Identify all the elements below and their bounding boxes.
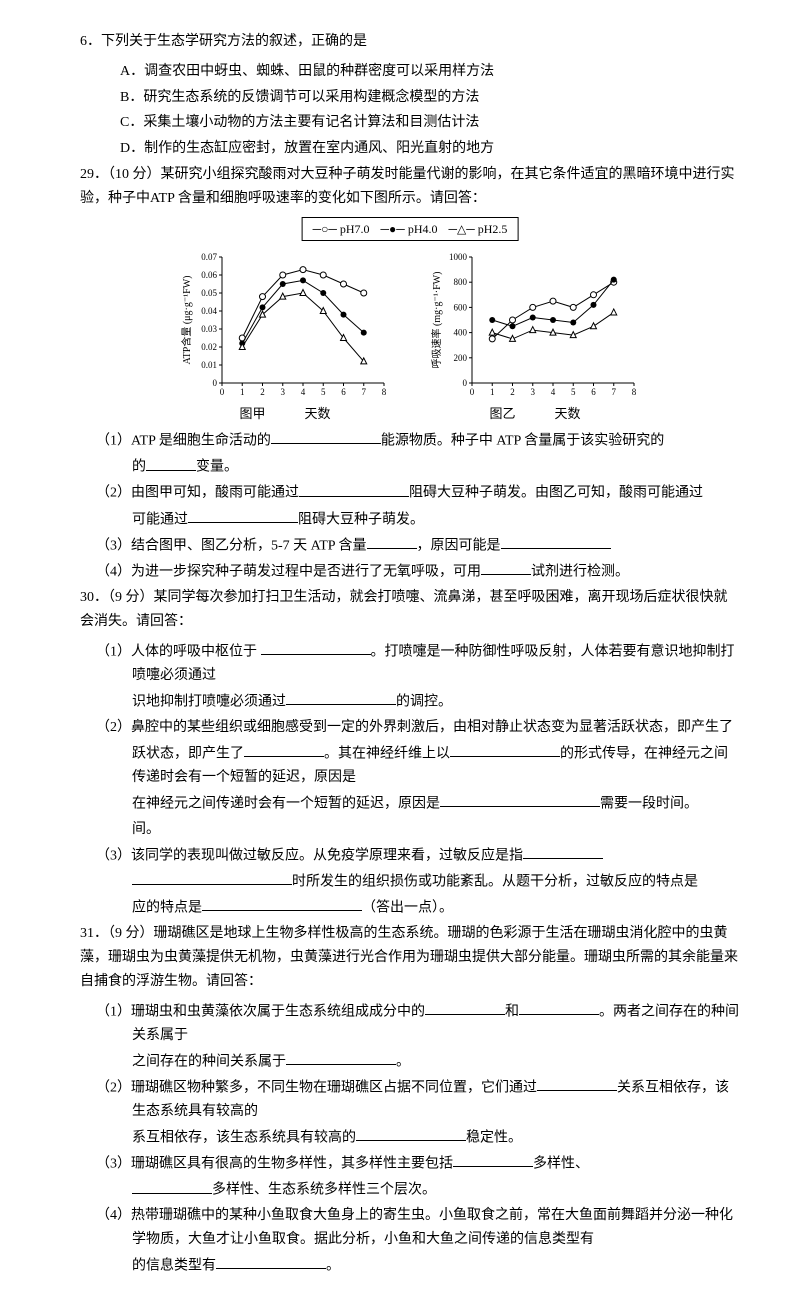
q30-p2-cont1: 跃状态，即产生了。其在神经纤维上以的形式传导，在神经元之间传递时会有一个短暂的延… xyxy=(80,742,740,790)
svg-text:0: 0 xyxy=(463,378,468,388)
q30-number: 30．（9 分） xyxy=(80,590,154,605)
q30-p3: （3）该同学的表现叫做过敏反应。从免疫学原理来看，过敏反应是指 xyxy=(80,844,740,868)
charts-row: 0 0.01 0.02 0.03 0.04 0.05 0.06 0.07 0 1 2 3 4 5 6 7 8 AT… xyxy=(80,251,740,425)
q31-p2: （2）珊瑚礁区物种繁多，不同生物在珊瑚礁区占据不同位置，它们通过关系互相依存，该… xyxy=(80,1076,740,1124)
legend-ph25: ─△─ pH2.5 xyxy=(448,222,507,236)
chart-b-caption: 图乙 天数 xyxy=(430,403,640,425)
q6-opt-c: C．采集土壤小动物的方法主要有记名计算法和目测估计法 xyxy=(80,111,740,135)
svg-text:0.04: 0.04 xyxy=(201,306,217,316)
svg-text:5: 5 xyxy=(571,387,576,397)
svg-text:7: 7 xyxy=(612,387,617,397)
q31-p4-cont: 的信息类型有。 xyxy=(80,1254,740,1278)
svg-text:3: 3 xyxy=(281,387,286,397)
q29-p3: （3）结合图甲、图乙分析，5-7 天 ATP 含量，原因可能是 xyxy=(80,534,740,558)
chart-a-caption: 图甲 天数 xyxy=(180,403,390,425)
q30-p2: （2）鼻腔中的某些组织或细胞感受到一定的外界刺激后，由相对静止状态变为显著活跃状… xyxy=(80,716,740,740)
q30-p3-cont: 时所发生的组织损伤或功能紊乱。从题干分析，过敏反应的特点是 xyxy=(80,870,740,894)
svg-text:3: 3 xyxy=(531,387,536,397)
svg-text:400: 400 xyxy=(454,328,468,338)
legend-ph7: ─○─ pH7.0 xyxy=(313,222,370,236)
q31-p3-cont: 多样性、生态系统多样性三个层次。 xyxy=(80,1178,740,1202)
svg-text:0.07: 0.07 xyxy=(201,252,217,262)
svg-text:1: 1 xyxy=(240,387,245,397)
svg-text:0.06: 0.06 xyxy=(201,270,217,280)
svg-text:2: 2 xyxy=(260,387,265,397)
q30-p2-cont3: 间。 xyxy=(80,818,740,842)
svg-text:0.01: 0.01 xyxy=(201,360,217,370)
legend-ph4: ─●─ pH4.0 xyxy=(381,222,438,236)
svg-text:800: 800 xyxy=(454,277,468,287)
q29-p2: （2）由图甲可知，酸雨可能通过阻碍大豆种子萌发。由图乙可知，酸雨可能通过 xyxy=(80,481,740,505)
chart-a-wrap: 0 0.01 0.02 0.03 0.04 0.05 0.06 0.07 0 1 2 3 4 5 6 7 8 AT… xyxy=(180,251,390,425)
svg-text:6: 6 xyxy=(341,387,346,397)
svg-text:0.02: 0.02 xyxy=(201,342,217,352)
svg-text:0: 0 xyxy=(470,387,475,397)
svg-text:7: 7 xyxy=(362,387,367,397)
q29-stem: 29．（10 分）某研究小组探究酸雨对大豆种子萌发时能量代谢的影响，在其它条件适… xyxy=(80,163,740,211)
svg-text:0: 0 xyxy=(220,387,225,397)
svg-text:ATP含量 (μg·g⁻¹FW): ATP含量 (μg·g⁻¹FW) xyxy=(180,276,193,365)
svg-text:0.05: 0.05 xyxy=(201,288,217,298)
q29-p1-cont: 的变量。 xyxy=(80,455,740,479)
q6-number: 6． xyxy=(80,34,101,49)
svg-text:5: 5 xyxy=(321,387,326,397)
q30-p2-cont2: 在神经元之间传递时会有一个短暂的延迟，原因是需要一段时间。 xyxy=(80,792,740,816)
q30-p1: （1）人体的呼吸中枢位于 。打喷嚏是一种防御性呼吸反射，人体若要有意识地抑制打喷… xyxy=(80,640,740,688)
q29-p4: （4）为进一步探究种子萌发过程中是否进行了无氧呼吸，可用试剂进行检测。 xyxy=(80,560,740,584)
chart-legend: ─○─ pH7.0 ─●─ pH4.0 ─△─ pH2.5 xyxy=(302,217,519,241)
svg-text:200: 200 xyxy=(454,353,468,363)
chart-a: 0 0.01 0.02 0.03 0.04 0.05 0.06 0.07 0 1 2 3 4 5 6 7 8 AT… xyxy=(180,251,390,401)
q6-opt-b: B．研究生态系统的反馈调节可以采用构建概念模型的方法 xyxy=(80,86,740,110)
q30-p1-cont: 识地抑制打喷嚏必须通过的调控。 xyxy=(80,690,740,714)
svg-text:4: 4 xyxy=(551,387,556,397)
q31-p2-cont: 系互相依存，该生态系统具有较高的稳定性。 xyxy=(80,1126,740,1150)
q31-p1-cont: 之间存在的种间关系属于。 xyxy=(80,1050,740,1074)
svg-text:6: 6 xyxy=(591,387,596,397)
svg-text:2: 2 xyxy=(510,387,515,397)
svg-text:1000: 1000 xyxy=(449,252,468,262)
svg-text:8: 8 xyxy=(632,387,637,397)
q30-p3-cont2: 应的特点是（答出一点）。 xyxy=(80,896,740,920)
svg-text:4: 4 xyxy=(301,387,306,397)
svg-text:0: 0 xyxy=(213,378,218,388)
q29-p2-cont: 可能通过阻碍大豆种子萌发。 xyxy=(80,508,740,532)
q31-p3: （3）珊瑚礁区具有很高的生物多样性，其多样性主要包括多样性、 xyxy=(80,1152,740,1176)
chart-b-wrap: 0 200 400 600 800 1000 0 1 2 3 4 5 6 7 8 呼吸速率 (mg·g⁻¹·F… xyxy=(430,251,640,425)
svg-text:呼吸速率 (mg·g⁻¹·FW): 呼吸速率 (mg·g⁻¹·FW) xyxy=(430,272,443,369)
q31-number: 31．（9 分） xyxy=(80,926,154,941)
q29-number: 29．（10 分） xyxy=(80,167,161,182)
q6-opt-d: D．制作的生态缸应密封，放置在室内通风、阳光直射的地方 xyxy=(80,137,740,161)
q31-p1: （1）珊瑚虫和虫黄藻依次属于生态系统组成成分中的和。两者之间存在的种间关系属于 xyxy=(80,1000,740,1048)
chart-b: 0 200 400 600 800 1000 0 1 2 3 4 5 6 7 8 呼吸速率 (mg·g⁻¹·F… xyxy=(430,251,640,401)
svg-text:8: 8 xyxy=(382,387,387,397)
q29-p1: （1）ATP 是细胞生命活动的能源物质。种子中 ATP 含量属于该实验研究的 xyxy=(80,429,740,453)
svg-text:0.03: 0.03 xyxy=(201,324,217,334)
q31-stem: 31．（9 分）珊瑚礁区是地球上生物多样性极高的生态系统。珊瑚的色彩源于生活在珊… xyxy=(80,922,740,993)
q6-opt-a: A．调查农田中蚜虫、蜘蛛、田鼠的种群密度可以采用样方法 xyxy=(80,60,740,84)
q31-p4: （4）热带珊瑚礁中的某种小鱼取食大鱼身上的寄生虫。小鱼取食之前，常在大鱼面前舞蹈… xyxy=(80,1204,740,1252)
svg-text:600: 600 xyxy=(454,302,468,312)
svg-text:1: 1 xyxy=(490,387,495,397)
q6-stem: 6．下列关于生态学研究方法的叙述，正确的是 xyxy=(80,30,740,54)
q30-stem: 30．（9 分）某同学每次参加打扫卫生活动，就会打喷嚏、流鼻涕，甚至呼吸困难，离… xyxy=(80,586,740,634)
